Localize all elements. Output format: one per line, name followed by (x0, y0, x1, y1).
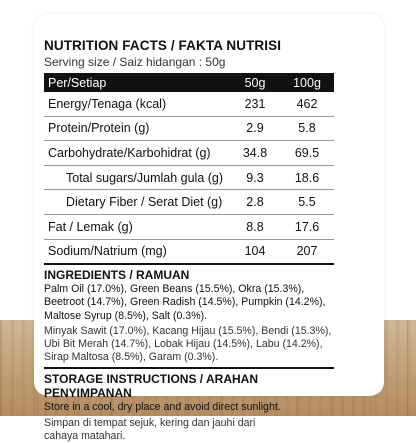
value-50g: 8.8 (246, 219, 264, 234)
nutrition-title: NUTRITION FACTS / FAKTA NUTRISI (44, 38, 282, 53)
value-50g: 104 (244, 244, 266, 259)
value-50g: 9.3 (246, 170, 264, 185)
value-100g: 17.6 (294, 219, 320, 234)
table-header: Per/Setiap 50g 100g (44, 73, 334, 92)
nutrient-label: Protein/Protein (g) (48, 121, 150, 136)
nutrient-label: Energy/Tenaga (kcal) (48, 96, 167, 111)
value-50g: 231 (244, 96, 266, 111)
value-100g: 5.5 (298, 195, 316, 210)
value-100g: 207 (296, 244, 318, 259)
nutrient-label: Dietary Fiber / Serat Diet (g) (66, 195, 223, 210)
storage-malay-line2: cahaya matahari. (44, 429, 126, 442)
storage-title: STORAGE INSTRUCTIONS / ARAHAN PENYIMPANA… (44, 372, 259, 401)
value-100g: 5.8 (298, 121, 316, 136)
table-row-total-sugars: Total sugars/Jumlah gula (g) 9.3 18.6 (44, 166, 334, 191)
ingredients-title: INGREDIENTS / RAMUAN (44, 268, 190, 283)
section-divider (44, 367, 334, 370)
nutrient-label: Sodium/Natrium (mg) (48, 244, 167, 259)
header-100g: 100g (293, 75, 321, 90)
header-50g: 50g (244, 75, 266, 90)
value-50g: 34.8 (242, 145, 268, 160)
table-row-protein: Protein/Protein (g) 2.9 5.8 (44, 117, 334, 142)
table-row-dietary-fiber: Dietary Fiber / Serat Diet (g) 2.8 5.5 (44, 190, 334, 215)
nutrient-label: Carbohydrate/Karbohidrat (g) (48, 145, 211, 160)
table-row-energy: Energy/Tenaga (kcal) 231 462 (44, 92, 334, 117)
nutrient-label: Fat / Lemak (g) (48, 219, 133, 234)
table-row-fat: Fat / Lemak (g) 8.8 17.6 (44, 215, 334, 240)
value-100g: 18.6 (294, 170, 320, 185)
value-50g: 2.9 (246, 121, 264, 136)
table-row-sodium: Sodium/Natrium (mg) 104 207 (44, 240, 334, 266)
ingredients-malay: Minyak Sawit (17.0%), Kacang Hijau (15.5… (44, 324, 332, 364)
value-50g: 2.8 (246, 195, 264, 210)
storage-malay-line1: Simpan di tempat sejuk, kering dan jauhi… (44, 416, 256, 429)
table-row-carbohydrate: Carbohydrate/Karbohidrat (g) 34.8 69.5 (44, 141, 334, 166)
value-100g: 69.5 (294, 145, 320, 160)
nutrition-label: NUTRITION FACTS / FAKTA NUTRISI Serving … (44, 38, 334, 443)
header-per-label: Per/Setiap (48, 75, 107, 90)
value-100g: 462 (296, 96, 318, 111)
nutrient-label: Total sugars/Jumlah gula (g) (66, 170, 224, 185)
ingredients-english: Palm Oil (17.0%), Green Beans (15.5%), O… (44, 283, 326, 322)
storage-english: Store in a cool, dry place and avoid dir… (44, 401, 281, 414)
serving-size: Serving size / Saiz hidangan : 50g (44, 55, 226, 69)
